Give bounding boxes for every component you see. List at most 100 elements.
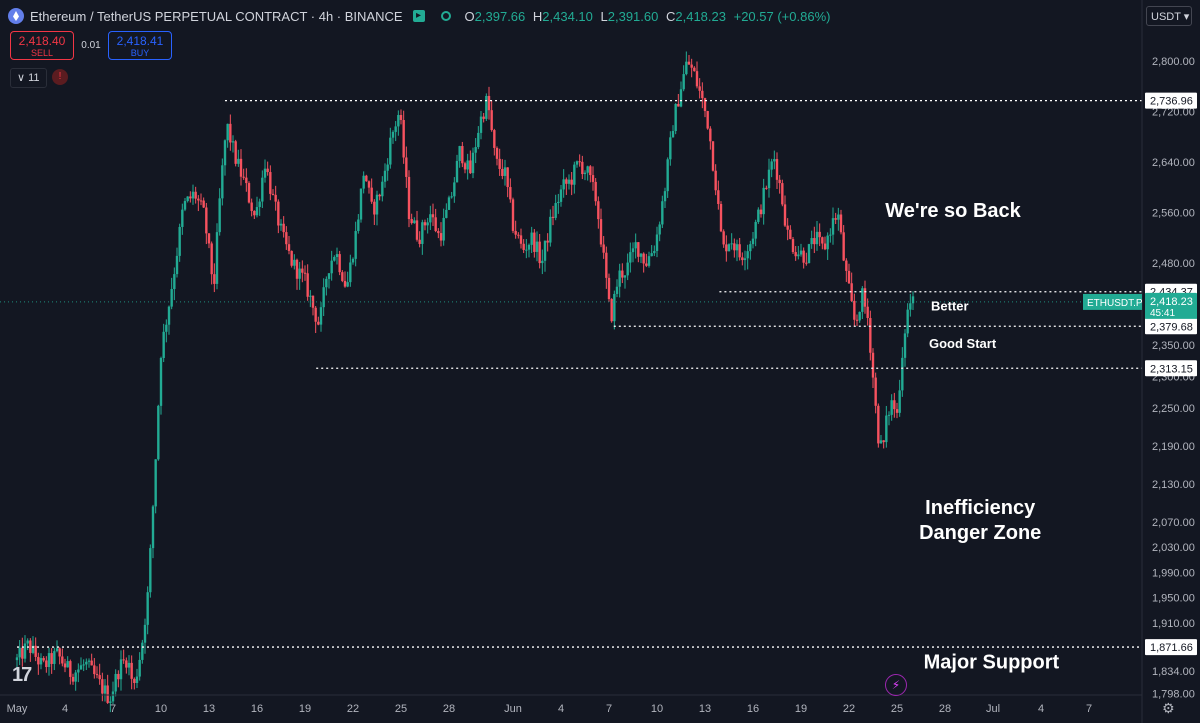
- candle-body: [631, 248, 635, 253]
- indicator-error-icon[interactable]: !: [52, 69, 68, 85]
- time-tick-label: 7: [606, 703, 612, 715]
- candle-body: [74, 672, 77, 682]
- candle-body: [605, 252, 608, 278]
- candle-body: [866, 306, 869, 319]
- settings-gear-icon[interactable]: ⚙: [1162, 700, 1175, 716]
- candle-body: [503, 167, 507, 176]
- candle-body: [751, 238, 755, 245]
- candle-body: [445, 209, 448, 218]
- open-value: 2,397.66: [474, 8, 526, 24]
- candle-body: [570, 179, 573, 185]
- candle-body: [711, 141, 715, 171]
- candle-body: [773, 159, 776, 162]
- candle-body: [357, 219, 360, 232]
- candle-body: [111, 691, 115, 702]
- candle-body: [58, 648, 61, 657]
- candle-body: [565, 179, 568, 184]
- candle-body: [698, 86, 701, 91]
- candle-body: [877, 405, 880, 444]
- candle-body: [31, 645, 35, 653]
- candle-body: [650, 253, 653, 257]
- candle-body: [725, 244, 728, 252]
- symbol-title[interactable]: Ethereum / TetherUS PERPETUAL CONTRACT ·…: [30, 8, 403, 24]
- time-tick-label: 4: [1038, 703, 1044, 715]
- candle-body: [802, 250, 805, 263]
- buy-button[interactable]: 2,418.41 BUY: [108, 31, 172, 60]
- candle-body: [722, 231, 725, 245]
- candle-body: [402, 120, 405, 158]
- candle-body: [271, 193, 275, 195]
- candle-body: [146, 592, 149, 625]
- indicator-count: 11: [28, 72, 40, 84]
- tradingview-logo[interactable]: 17: [12, 664, 32, 686]
- candle-body: [221, 165, 224, 199]
- sell-button[interactable]: 2,418.40 SELL: [10, 31, 74, 60]
- candle-body: [173, 274, 176, 290]
- candle-body: [37, 656, 40, 665]
- candle-body: [79, 665, 83, 670]
- candle-body: [309, 295, 312, 297]
- close-value: 2,418.23: [675, 8, 726, 24]
- candle-body: [325, 278, 328, 288]
- candle-body: [757, 209, 760, 222]
- candle-body: [855, 319, 859, 321]
- candle-body: [266, 168, 269, 173]
- candle-body: [674, 103, 677, 132]
- candle-body: [415, 220, 419, 240]
- candle-body: [789, 229, 792, 240]
- candle-body: [783, 204, 787, 226]
- candle-body: [645, 263, 648, 266]
- candle-body: [709, 128, 712, 142]
- candle-body: [621, 270, 624, 278]
- level-price-label: 2,379.68: [1150, 321, 1193, 333]
- candle-body: [679, 89, 683, 107]
- candle-body: [559, 189, 563, 202]
- candle-body: [453, 182, 456, 197]
- candle-body: [119, 659, 123, 680]
- candle-body: [509, 187, 512, 200]
- candle-body: [213, 274, 216, 284]
- candle-body: [162, 331, 165, 359]
- candle-body: [759, 209, 763, 215]
- candle-body: [410, 219, 413, 224]
- level-price-tag: 2,736.96: [1145, 92, 1197, 109]
- candle-body: [903, 333, 907, 358]
- candle-body: [141, 642, 144, 660]
- candle-body: [21, 647, 24, 659]
- low-value: 2,391.60: [607, 8, 659, 24]
- currency-selector[interactable]: USDT ▾: [1146, 6, 1192, 26]
- candle-body: [610, 299, 613, 322]
- candle-body: [333, 256, 336, 261]
- lightning-icon[interactable]: ⚡: [885, 674, 907, 696]
- symbol-header: Ethereum / TetherUS PERPETUAL CONTRACT ·…: [8, 6, 834, 26]
- level-price-box: [1145, 360, 1197, 377]
- open-label: O: [464, 8, 475, 24]
- candle-body: [242, 176, 245, 178]
- candle-body: [367, 181, 371, 188]
- candle-body: [834, 218, 837, 220]
- candle-body: [477, 132, 480, 148]
- candle-body: [530, 232, 533, 245]
- candle-body: [543, 240, 547, 261]
- candle-body: [741, 257, 744, 261]
- indicators-toggle[interactable]: ∨ 11: [10, 68, 47, 88]
- candle-body: [485, 95, 488, 119]
- candle-body: [399, 115, 403, 121]
- candle-body: [202, 200, 205, 208]
- time-tick-label: 4: [62, 703, 68, 715]
- candle-body: [373, 201, 376, 215]
- candle-body: [815, 231, 819, 245]
- candle-body: [418, 239, 421, 244]
- candle-body: [519, 235, 523, 244]
- candle-body: [578, 161, 581, 163]
- time-tick-label: 28: [443, 703, 455, 715]
- candle-body: [818, 231, 821, 238]
- candle-body: [335, 254, 339, 257]
- candle-body: [429, 214, 432, 223]
- sell-price: 2,418.40: [18, 34, 66, 48]
- candle-body: [535, 241, 539, 252]
- candle-body: [546, 240, 549, 243]
- candle-body: [474, 147, 477, 153]
